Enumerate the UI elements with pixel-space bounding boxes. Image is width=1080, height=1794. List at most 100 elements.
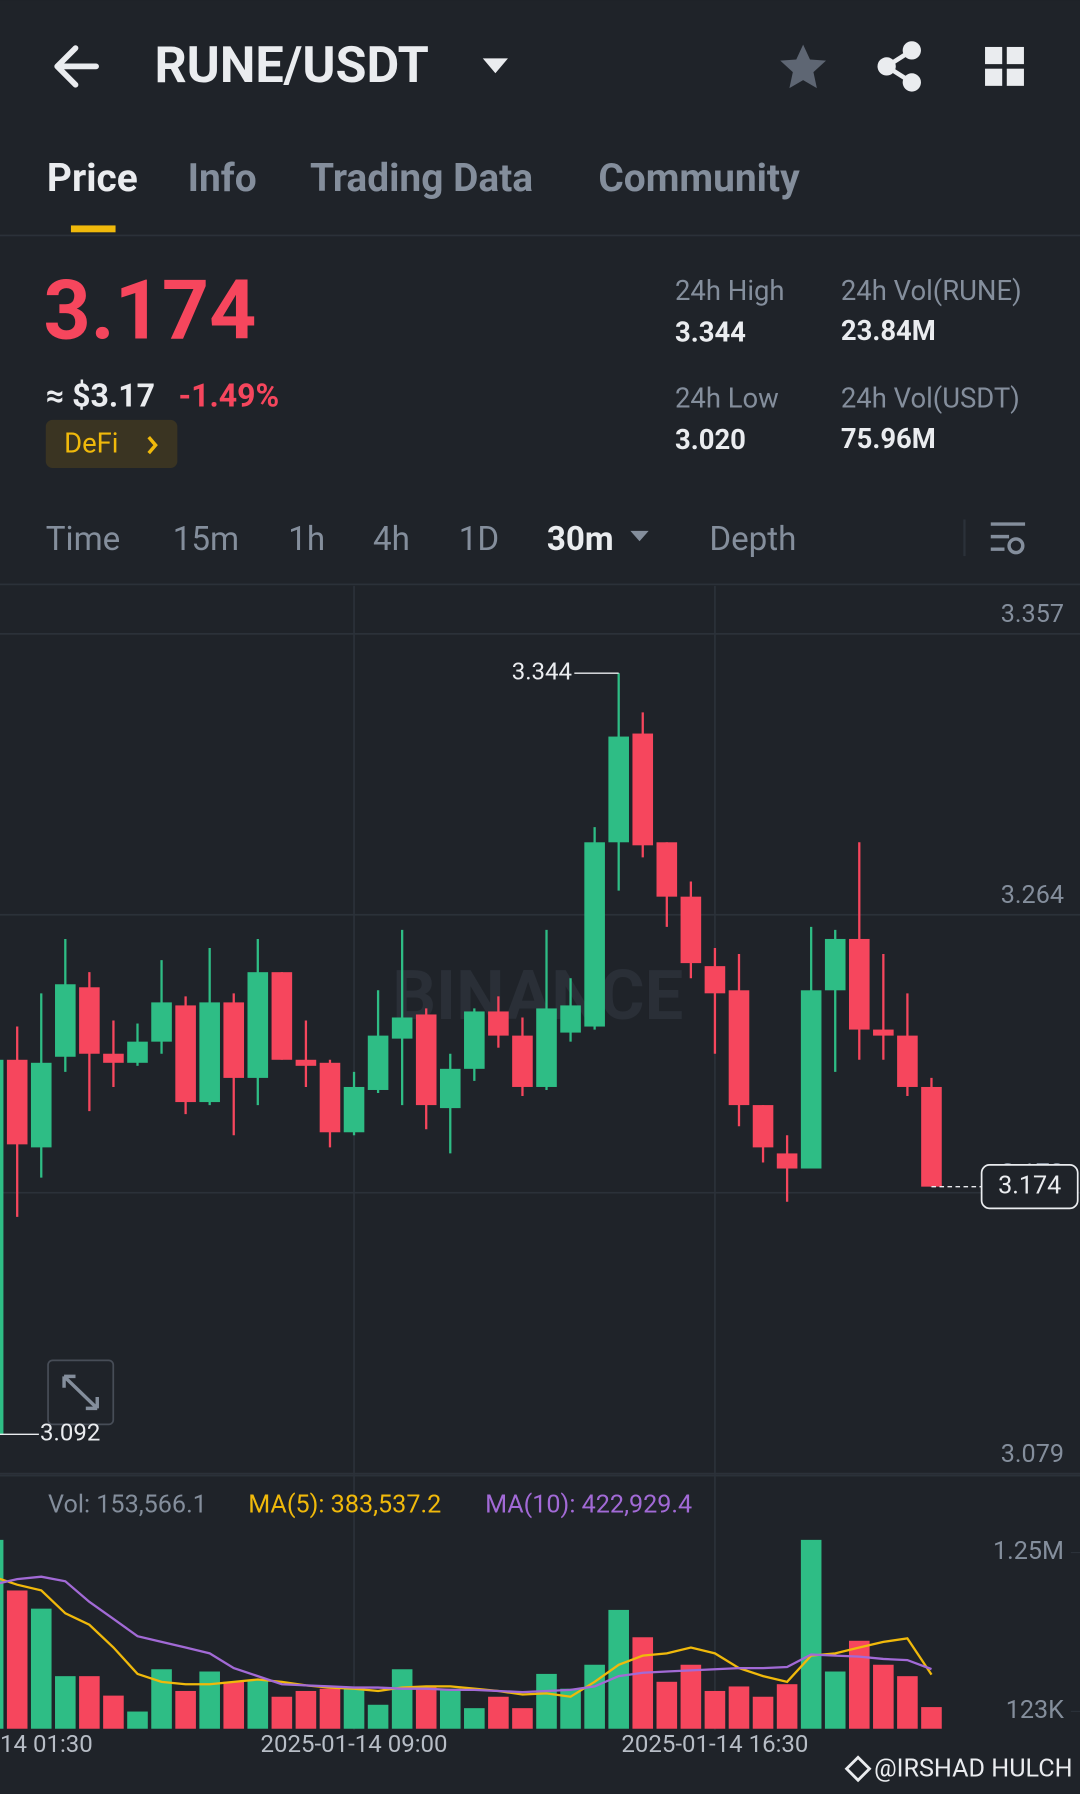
candle-body <box>103 1053 124 1063</box>
candle-body <box>824 938 846 991</box>
candle-body <box>776 1153 798 1169</box>
tab[interactable]: Community <box>598 156 800 201</box>
volume-bar <box>295 1690 317 1729</box>
candle-body <box>79 987 100 1054</box>
divider <box>0 234 1080 237</box>
candle-body <box>199 1002 220 1103</box>
volume-bar <box>536 1673 557 1729</box>
candle-body <box>271 972 293 1060</box>
candle-body <box>415 1014 437 1106</box>
stat-label: 24h High <box>675 275 785 307</box>
volume-bar <box>175 1690 196 1729</box>
grid-menu[interactable] <box>985 46 1024 86</box>
interval[interactable]: 30m <box>547 520 614 559</box>
volume-bar <box>464 1708 485 1729</box>
volume-bar <box>584 1664 605 1729</box>
pair-dropdown[interactable] <box>482 58 508 74</box>
candle-body <box>464 1011 485 1069</box>
interval[interactable]: 4h <box>373 520 410 559</box>
y-tick-label: 3.079 <box>1001 1440 1064 1469</box>
candle-body <box>55 984 76 1057</box>
candle-body <box>728 990 750 1106</box>
high-marker: 3.344 <box>512 657 572 685</box>
last-price-box <box>980 1164 1079 1210</box>
candle-body <box>175 1005 196 1103</box>
tab[interactable]: Info <box>188 156 257 201</box>
tag-label[interactable]: DeFi <box>64 427 118 459</box>
candle-body <box>704 966 726 994</box>
divider <box>963 519 966 557</box>
candle-body <box>319 1062 341 1133</box>
tag-badge[interactable] <box>45 419 178 468</box>
candle-body <box>560 1005 581 1033</box>
last-price: 3.174 <box>43 264 256 360</box>
ma-line <box>0 1577 933 1698</box>
volume-bar <box>728 1686 750 1729</box>
stat-value: 23.84M <box>841 315 936 347</box>
interval[interactable]: Depth <box>709 520 796 559</box>
volume-bar <box>343 1688 365 1729</box>
credit-logo <box>844 1755 872 1783</box>
stat-label: 24h Vol(USDT) <box>841 383 1020 415</box>
candle-body <box>584 842 605 1027</box>
candle-body <box>608 736 629 843</box>
candle-body <box>6 1059 28 1145</box>
legend-entry: MA(5): 383,537.2 <box>248 1490 441 1519</box>
candle-body <box>391 1017 413 1039</box>
chart-settings[interactable] <box>990 522 1026 555</box>
tab[interactable]: Price <box>47 156 138 201</box>
volume-bar <box>776 1684 798 1729</box>
volume-bar <box>439 1688 461 1729</box>
candle-body <box>247 972 269 1078</box>
credit: @IRSHAD HULCH <box>874 1755 1073 1784</box>
volume-bar <box>79 1676 100 1729</box>
volume-bar <box>632 1637 654 1729</box>
share-button[interactable] <box>877 41 921 92</box>
pair-title[interactable]: RUNE/USDT <box>154 36 428 95</box>
volume-bar <box>391 1669 413 1729</box>
interval[interactable]: Time <box>46 520 121 559</box>
volume-bar <box>704 1690 726 1729</box>
y-tick-label: 3.264 <box>1001 881 1064 910</box>
favorite-star[interactable] <box>780 44 827 89</box>
candle-body <box>295 1059 317 1066</box>
back-button[interactable] <box>54 45 99 88</box>
divider <box>0 1474 1080 1477</box>
last-price-label: 3.174 <box>998 1171 1061 1200</box>
volume-bar <box>0 1539 4 1729</box>
stat-value: 3.344 <box>675 316 746 348</box>
candle-body <box>367 1035 389 1090</box>
interval[interactable]: 1D <box>459 520 499 559</box>
x-tick-label: 2025-01-14 16:30 <box>621 1730 808 1758</box>
interval-dropdown[interactable] <box>630 530 649 542</box>
candle-body <box>873 1029 894 1036</box>
candle-body <box>800 990 822 1169</box>
volume-bar <box>6 1590 28 1729</box>
candle-body <box>151 1002 172 1042</box>
candle-body <box>680 896 702 964</box>
volume-bar <box>367 1704 389 1729</box>
tag-chevron <box>147 435 158 455</box>
expand-icon <box>62 1374 99 1411</box>
volume-bar <box>30 1608 52 1729</box>
candle-body <box>439 1068 461 1109</box>
interval[interactable]: 1h <box>288 520 325 559</box>
volume-bar <box>921 1707 942 1729</box>
stat-label: 24h Low <box>675 383 779 415</box>
usd-price: ≈ $3.17 <box>46 377 155 415</box>
volume-bar <box>800 1539 822 1729</box>
candle-body <box>0 1059 4 1435</box>
stat-value: 75.96M <box>841 423 936 455</box>
candle-body <box>30 1062 52 1148</box>
tab[interactable]: Trading Data <box>310 156 533 201</box>
volume-bar <box>848 1640 870 1729</box>
interval[interactable]: 15m <box>173 520 239 559</box>
candle-body <box>897 1035 918 1087</box>
y-tick-label: 1.25M <box>993 1537 1064 1566</box>
volume-bar <box>752 1696 774 1729</box>
volume-bar <box>560 1688 581 1729</box>
candle-body <box>752 1105 774 1148</box>
volume-bar <box>897 1676 918 1729</box>
candle-body <box>921 1086 942 1187</box>
